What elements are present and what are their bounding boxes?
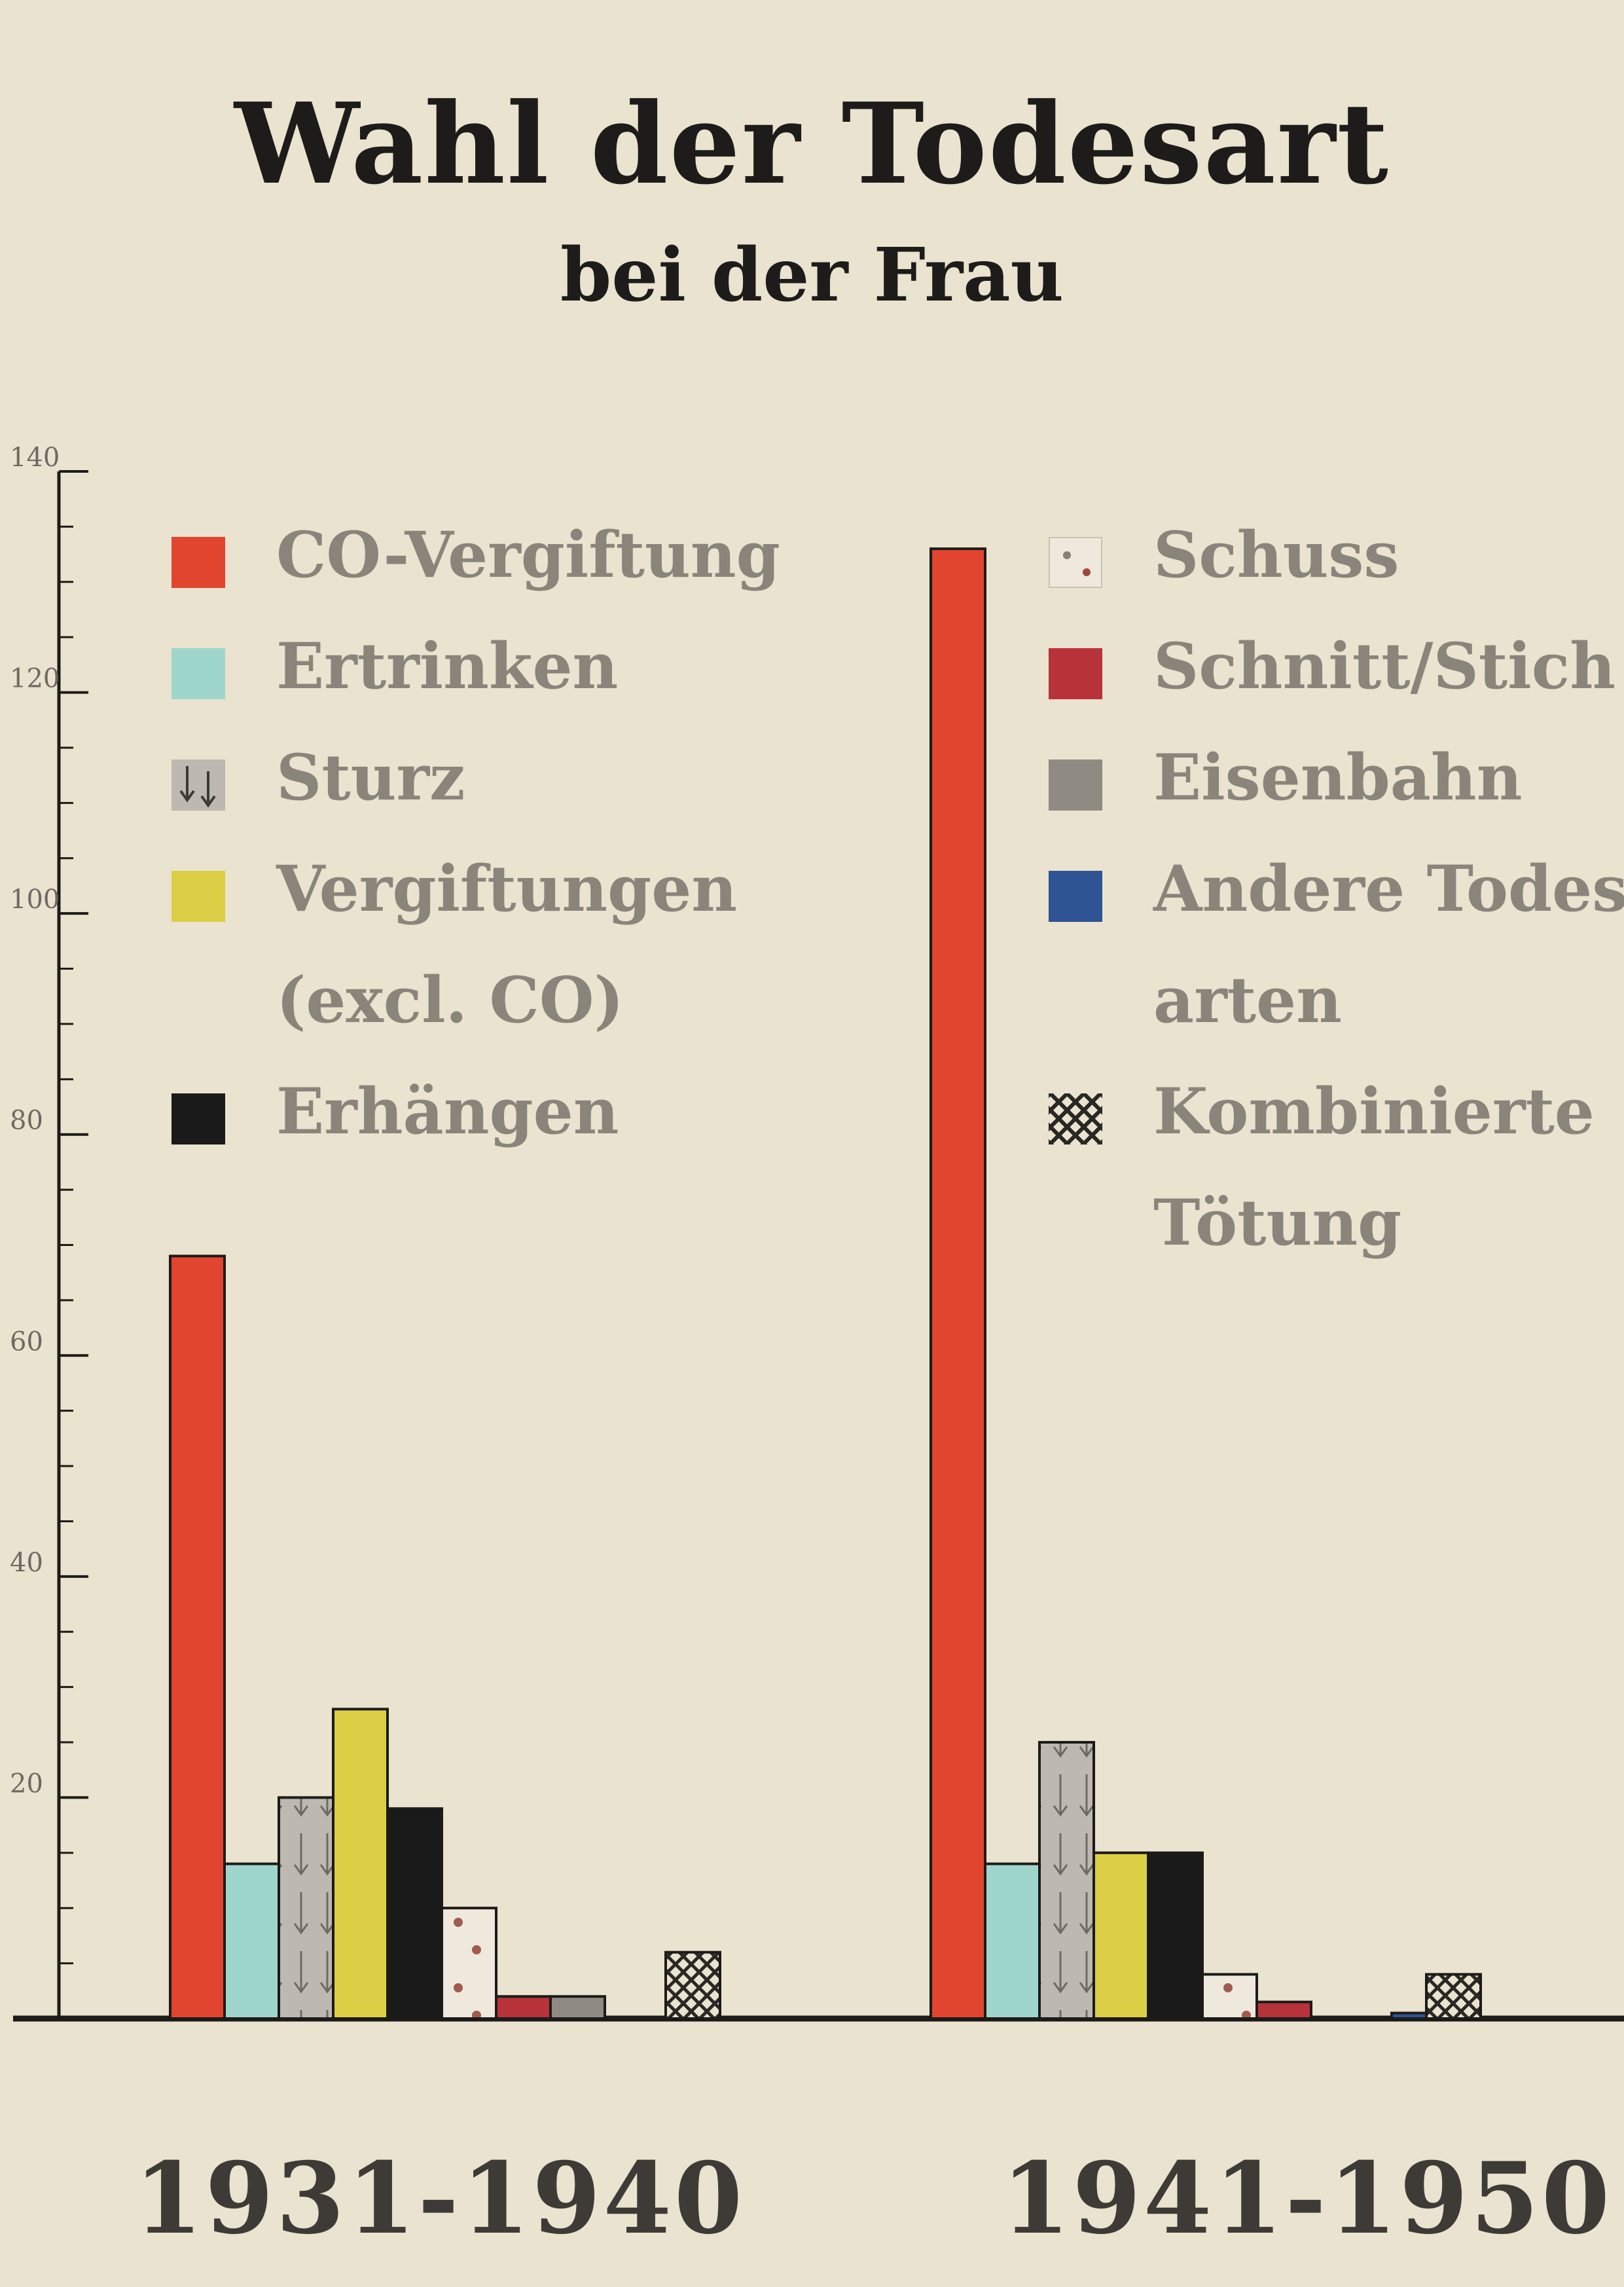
bar-eisenbahn-1931-1940 xyxy=(549,1995,606,2021)
legend-swatch xyxy=(171,871,225,922)
y-tick-label: 40 xyxy=(10,1548,43,1578)
y-tick-label: 60 xyxy=(10,1326,43,1357)
legend-label: Ertrinken xyxy=(276,629,619,703)
legend-swatch xyxy=(171,648,225,699)
legend-label: Andere Todes- xyxy=(1153,852,1624,926)
y-tick-label: 140 xyxy=(10,443,60,473)
legend-swatch xyxy=(1049,537,1102,588)
legend-label: Vergiftungen xyxy=(276,852,738,926)
legend-swatch xyxy=(171,537,225,588)
period-label-1931-1940: 1931-1940 xyxy=(134,2141,746,2256)
bar-schnitt-stich-1931-1940 xyxy=(495,1995,552,2021)
period-label-1941-1950: 1941-1950 xyxy=(1001,2141,1613,2256)
bar-ertrinken-1931-1940 xyxy=(223,1862,280,2020)
legend-label: Sturz xyxy=(276,741,465,814)
legend-label-line2: (excl. CO) xyxy=(276,963,624,1037)
legend-swatch xyxy=(1049,871,1102,922)
chart-title: Wahl der Todesart xyxy=(234,79,1390,210)
legend-swatch xyxy=(1049,1093,1102,1144)
bar-schnitt-stich-1941-1950 xyxy=(1255,2000,1312,2020)
bar-erh-ngen-1941-1950 xyxy=(1147,1851,1204,2021)
bar-kombinierte-t-tung-1931-1940 xyxy=(664,1950,721,2020)
chart-subtitle: bei der Frau xyxy=(560,232,1064,318)
bar-ertrinken-1941-1950 xyxy=(984,1862,1041,2020)
bar-co-vergiftung-1941-1950 xyxy=(929,547,986,2021)
bar-vergiftungen-excl-co--1931-1940 xyxy=(332,1708,389,2020)
legend-swatch xyxy=(1049,648,1102,699)
legend-swatch xyxy=(1049,759,1102,811)
legend-label-line2: Tötung xyxy=(1153,1186,1402,1260)
bar-sturz-1941-1950 xyxy=(1038,1741,1095,2020)
legend-label: Schnitt/Stich xyxy=(1153,629,1615,703)
bar-sturz-1931-1940 xyxy=(278,1796,334,2020)
legend-swatch xyxy=(171,1093,225,1144)
legend-swatch xyxy=(171,759,225,811)
legend-label: Kombinierte xyxy=(1153,1074,1595,1148)
y-tick-label: 20 xyxy=(10,1768,43,1799)
bar-schuss-1931-1940 xyxy=(441,1907,497,2021)
y-tick-label: 80 xyxy=(10,1106,43,1136)
legend-label: Schuss xyxy=(1153,518,1399,592)
legend-label-line2: arten xyxy=(1153,963,1342,1037)
bar-kombinierte-t-tung-1941-1950 xyxy=(1425,1973,1482,2020)
bar-vergiftungen-excl-co--1941-1950 xyxy=(1092,1851,1149,2021)
y-tick-label: 100 xyxy=(10,885,60,915)
bar-co-vergiftung-1931-1940 xyxy=(169,1254,226,2020)
legend-label: Eisenbahn xyxy=(1153,741,1523,814)
y-tick-label: 120 xyxy=(10,664,60,694)
bar-erh-ngen-1931-1940 xyxy=(386,1807,443,2020)
legend-label: CO-Vergiftung xyxy=(276,518,780,592)
bar-schuss-1941-1950 xyxy=(1201,1973,1258,2020)
legend-label: Erhängen xyxy=(276,1074,619,1148)
